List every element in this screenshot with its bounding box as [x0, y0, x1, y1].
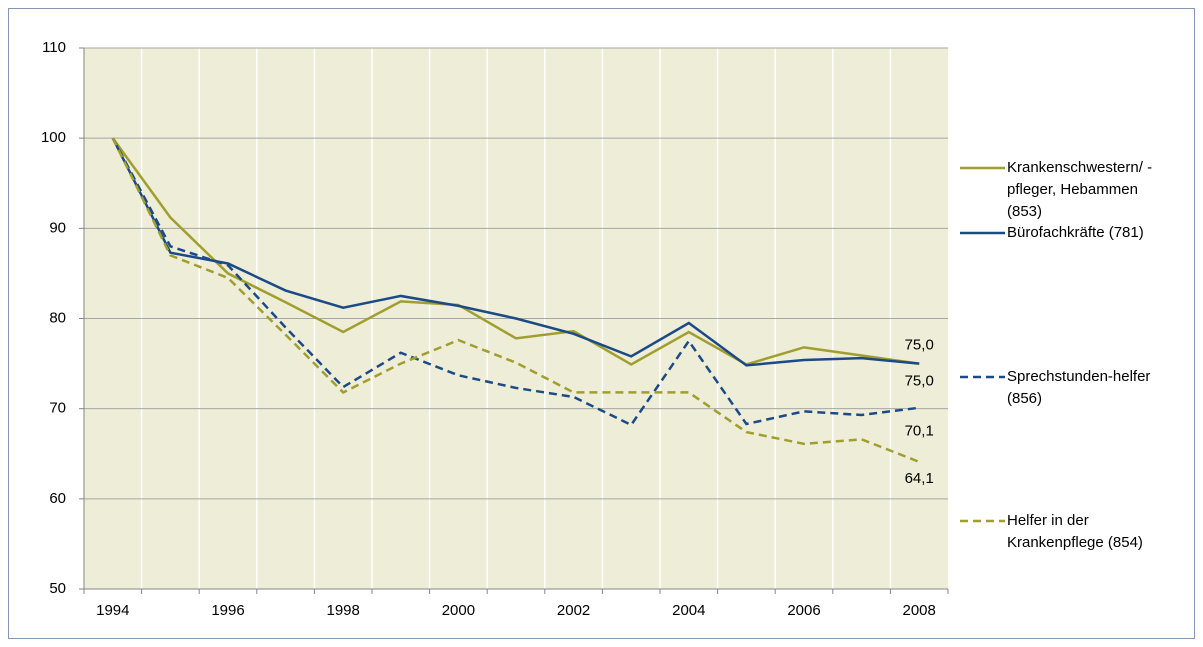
x-tick-label: 1996: [211, 602, 244, 619]
value-label: 75,0: [905, 337, 934, 354]
y-tick-label: 80: [49, 309, 66, 326]
x-tick-label: 1998: [327, 602, 360, 619]
value-label: 70,1: [905, 423, 934, 440]
y-tick-label: 90: [49, 219, 66, 236]
legend-label: Helfer in der Krankenpflege (854): [1007, 512, 1143, 551]
y-tick-label: 50: [49, 580, 66, 597]
x-tick-label: 2004: [672, 602, 705, 619]
series-line: [111, 137, 920, 367]
series-line: [111, 137, 920, 427]
x-tick-label: 2008: [903, 602, 936, 619]
x-tick-label: 2000: [442, 602, 475, 619]
y-tick-label: 60: [49, 490, 66, 507]
legend-label: Krankenschwestern/ -pfleger, Hebammen (8…: [1007, 159, 1153, 220]
value-label: 75,0: [905, 373, 934, 390]
legend-label: Sprechstunden-helfer (856): [1007, 368, 1151, 407]
y-tick-label: 70: [49, 400, 66, 417]
x-tick-label: 2002: [557, 602, 590, 619]
series-line: [111, 137, 920, 464]
x-tick-label: 2006: [787, 602, 820, 619]
x-tick-label: 1994: [96, 602, 129, 619]
legend-label: Bürofachkräfte (781): [1007, 224, 1144, 241]
y-tick-label: 110: [42, 39, 66, 56]
y-tick-label: 100: [41, 129, 66, 146]
value-label: 64,1: [905, 470, 934, 487]
series-line: [111, 137, 920, 366]
